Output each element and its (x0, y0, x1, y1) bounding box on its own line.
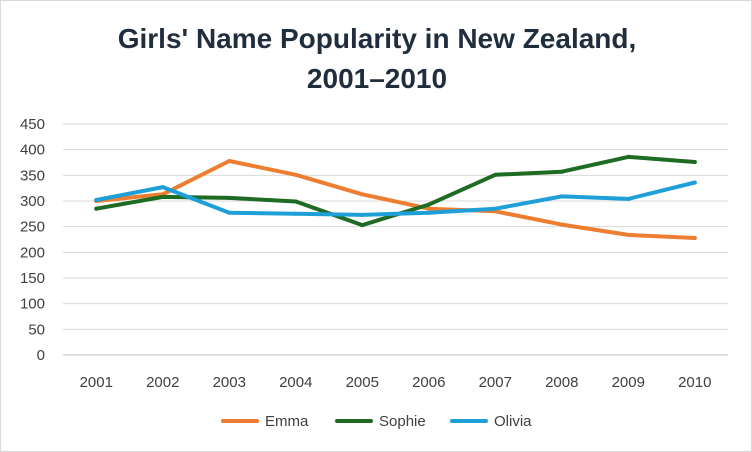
y-tick-label: 450 (20, 116, 45, 133)
data-point-sophie (493, 172, 498, 177)
x-tick-label: 2002 (146, 374, 179, 391)
series-line-olivia (94, 180, 697, 217)
data-point-sophie (227, 195, 232, 200)
x-tick-label: 2007 (479, 374, 512, 391)
x-tick-label: 2001 (80, 374, 113, 391)
data-point-olivia (493, 206, 498, 211)
data-point-olivia (360, 212, 365, 217)
x-tick-label: 2005 (346, 374, 379, 391)
data-point-sophie (160, 194, 165, 199)
x-axis: 2001 2002 2003 2004 2005 2006 2007 2008 2009 2010 (80, 374, 712, 391)
data-point-olivia (227, 210, 232, 215)
plot-area (94, 154, 697, 240)
data-point-sophie (293, 199, 298, 204)
data-point-emma (360, 192, 365, 197)
chart-title: Girls' Name Popularity in New Zealand, (118, 23, 637, 54)
y-tick-label: 0 (37, 347, 45, 364)
x-tick-label: 2009 (612, 374, 645, 391)
y-tick-label: 200 (20, 244, 45, 261)
data-point-olivia (293, 211, 298, 216)
chart-title-line2: 2001–2010 (307, 63, 447, 94)
data-point-olivia (626, 196, 631, 201)
y-tick-label: 400 (20, 142, 45, 159)
data-point-emma (227, 158, 232, 163)
data-point-emma (426, 206, 431, 211)
y-tick-label: 250 (20, 219, 45, 236)
data-point-emma (559, 222, 564, 227)
y-tick-label: 350 (20, 167, 45, 184)
series-line-emma (94, 159, 697, 240)
x-tick-label: 2006 (412, 374, 445, 391)
data-point-emma (293, 172, 298, 177)
y-tick-label: 150 (20, 270, 45, 287)
data-point-olivia (692, 180, 697, 185)
legend: Emma Sophie Olivia (221, 413, 532, 430)
data-point-sophie (360, 223, 365, 228)
y-axis: 0 50 100 150 200 250 300 350 400 450 (20, 116, 45, 364)
y-tick-label: 100 (20, 296, 45, 313)
x-tick-label: 2004 (279, 374, 312, 391)
y-tick-label: 300 (20, 193, 45, 210)
gridlines (63, 123, 728, 356)
data-point-sophie (94, 206, 99, 211)
data-point-olivia (160, 185, 165, 190)
legend-label-emma: Emma (265, 413, 309, 430)
x-tick-label: 2008 (545, 374, 578, 391)
data-point-olivia (94, 197, 99, 202)
data-point-olivia (426, 210, 431, 215)
data-point-olivia (559, 194, 564, 199)
x-tick-label: 2003 (213, 374, 246, 391)
data-point-emma (692, 235, 697, 240)
data-point-sophie (692, 159, 697, 164)
data-point-sophie (626, 154, 631, 159)
legend-label-olivia: Olivia (494, 413, 532, 430)
legend-label-sophie: Sophie (379, 413, 426, 430)
data-point-emma (626, 232, 631, 237)
data-point-sophie (426, 202, 431, 207)
data-point-sophie (559, 169, 564, 174)
y-tick-label: 50 (28, 321, 45, 338)
x-tick-label: 2010 (678, 374, 711, 391)
